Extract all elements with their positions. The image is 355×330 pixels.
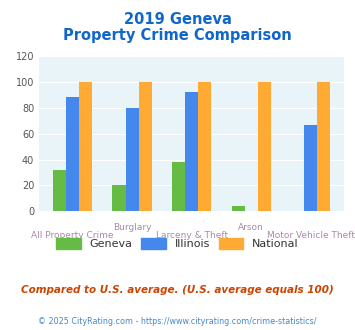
Bar [66,97,79,211]
Text: Property Crime Comparison: Property Crime Comparison [63,28,292,43]
Bar [185,92,198,211]
Text: All Property Crime: All Property Crime [31,231,114,240]
Bar [139,82,152,211]
Legend: Geneva, Illinois, National: Geneva, Illinois, National [52,234,303,253]
Bar [126,108,139,211]
Text: Burglary: Burglary [113,223,151,232]
Bar [79,82,92,211]
Text: Compared to U.S. average. (U.S. average equals 100): Compared to U.S. average. (U.S. average … [21,285,334,295]
Bar [113,185,126,211]
Text: Larceny & Theft: Larceny & Theft [155,231,228,240]
Text: Motor Vehicle Theft: Motor Vehicle Theft [267,231,355,240]
Bar [198,82,211,211]
Bar [53,170,66,211]
Bar [172,162,185,211]
Text: © 2025 CityRating.com - https://www.cityrating.com/crime-statistics/: © 2025 CityRating.com - https://www.city… [38,317,317,326]
Bar [231,206,245,211]
Bar [317,82,331,211]
Bar [258,82,271,211]
Bar [304,125,317,211]
Text: 2019 Geneva: 2019 Geneva [124,12,231,26]
Text: Arson: Arson [239,223,264,232]
